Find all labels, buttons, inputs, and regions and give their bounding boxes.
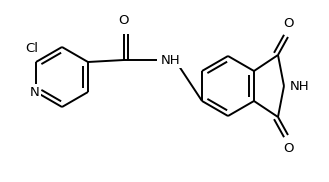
Text: O: O [284,17,294,30]
Text: O: O [119,14,129,27]
Text: NH: NH [161,54,181,66]
Text: NH: NH [290,80,310,92]
Text: Cl: Cl [26,42,38,55]
Text: N: N [30,86,40,98]
Text: O: O [284,142,294,155]
